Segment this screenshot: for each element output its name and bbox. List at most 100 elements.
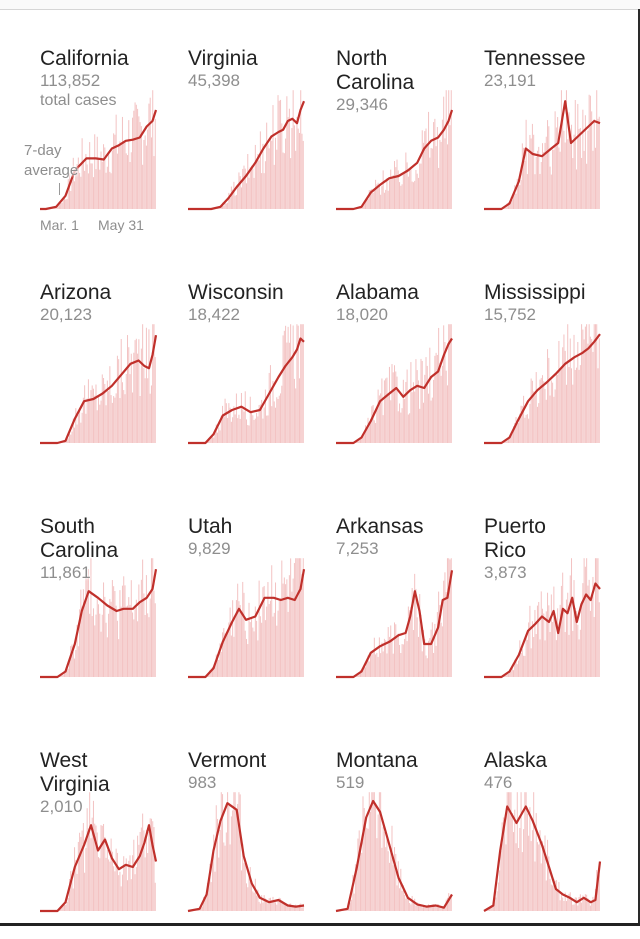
daily-case-bar	[556, 640, 557, 677]
daily-case-bar	[532, 124, 533, 209]
daily-case-bar	[102, 826, 103, 911]
daily-case-bar	[226, 832, 227, 911]
daily-case-bar	[519, 185, 520, 209]
daily-case-bar	[247, 425, 248, 443]
daily-case-bar	[254, 893, 255, 911]
daily-case-bar	[572, 631, 573, 677]
daily-case-bar	[384, 832, 385, 911]
daily-case-bar	[148, 104, 149, 209]
daily-case-bar	[546, 880, 547, 911]
daily-case-bar	[397, 638, 398, 677]
daily-case-bar	[371, 654, 372, 677]
daily-case-bar	[65, 199, 66, 209]
daily-case-bar	[121, 339, 122, 443]
daily-case-bar	[391, 639, 392, 677]
daily-case-bar	[536, 157, 537, 209]
daily-case-bar	[135, 102, 136, 209]
daily-case-bar	[142, 165, 143, 209]
daily-case-bar	[126, 153, 127, 209]
daily-case-bar	[227, 418, 228, 443]
daily-case-bar	[556, 128, 557, 210]
case-count-value: 519	[336, 773, 364, 792]
daily-case-bar	[126, 606, 127, 677]
daily-case-bar	[526, 415, 527, 443]
daily-case-bar	[152, 558, 153, 677]
daily-case-bar	[534, 174, 535, 209]
case-count: 476	[484, 773, 512, 793]
daily-case-bar	[280, 598, 281, 677]
daily-case-bar	[123, 390, 124, 443]
daily-case-bar	[289, 575, 290, 677]
daily-case-bar	[414, 899, 415, 911]
daily-case-bar	[136, 339, 137, 443]
daily-case-bar	[281, 123, 282, 209]
daily-case-bar	[111, 395, 112, 443]
daily-case-bar	[586, 324, 587, 443]
case-count-value: 113,852	[40, 71, 100, 90]
daily-case-bar	[284, 577, 285, 677]
daily-case-bar	[446, 371, 447, 443]
daily-case-bar	[155, 119, 156, 209]
case-count-value: 15,752	[484, 305, 536, 324]
total-cases-label: total cases	[40, 91, 116, 111]
daily-case-bar	[580, 128, 581, 209]
daily-case-bar	[221, 792, 222, 911]
case-count-value: 3,873	[484, 563, 527, 582]
daily-case-bar	[528, 152, 529, 209]
daily-case-bar	[73, 652, 74, 677]
daily-case-bar	[556, 880, 557, 911]
daily-case-bar	[89, 614, 90, 677]
daily-case-bar	[133, 619, 134, 677]
daily-case-bar	[390, 625, 391, 677]
daily-case-bar	[114, 591, 115, 677]
daily-case-bar	[590, 337, 591, 443]
daily-case-bar	[146, 328, 147, 443]
daily-case-bar	[145, 135, 146, 209]
daily-case-bar	[393, 865, 394, 911]
daily-case-bar	[541, 863, 542, 911]
daily-case-bar	[124, 394, 125, 443]
daily-case-bar	[107, 167, 108, 209]
daily-case-bar	[397, 885, 398, 911]
daily-case-bar	[106, 405, 107, 443]
daily-case-bar	[150, 599, 151, 677]
daily-case-bar	[240, 605, 241, 677]
daily-case-bar	[580, 894, 581, 911]
daily-case-bar	[84, 873, 85, 911]
case-count-value: 11,861	[40, 563, 91, 582]
daily-case-bar	[527, 414, 528, 443]
daily-case-bar	[599, 338, 600, 443]
case-count: 45,398	[188, 71, 240, 91]
daily-case-bar	[257, 640, 258, 677]
daily-case-bar	[498, 882, 499, 911]
daily-case-bar	[112, 580, 113, 677]
daily-case-bar	[119, 590, 120, 677]
daily-case-bar	[413, 630, 414, 677]
daily-case-bar	[390, 400, 391, 443]
daily-case-bar	[370, 812, 371, 911]
daily-case-bar	[592, 352, 593, 443]
daily-case-bar	[409, 168, 410, 209]
daily-case-bar	[378, 657, 379, 677]
daily-case-bar	[417, 370, 418, 443]
daily-case-bar	[545, 835, 546, 911]
daily-case-bar	[88, 569, 89, 677]
daily-case-bar	[85, 414, 86, 443]
daily-case-bar	[398, 411, 399, 443]
daily-case-bar	[386, 836, 387, 911]
daily-case-bar	[449, 125, 450, 209]
daily-case-bar	[381, 848, 382, 911]
daily-case-bar	[428, 112, 429, 209]
daily-case-bar	[397, 160, 398, 209]
daily-case-bar	[533, 135, 534, 209]
daily-case-bar	[587, 586, 588, 677]
daily-case-bar	[246, 639, 247, 677]
daily-case-bar	[116, 849, 117, 911]
daily-case-bar	[152, 821, 153, 911]
daily-case-bar	[251, 411, 252, 443]
daily-case-bar	[233, 182, 234, 209]
daily-case-bar	[438, 168, 439, 209]
daily-case-bar	[414, 181, 415, 209]
daily-case-bar	[366, 662, 367, 677]
daily-case-bar	[586, 164, 587, 209]
